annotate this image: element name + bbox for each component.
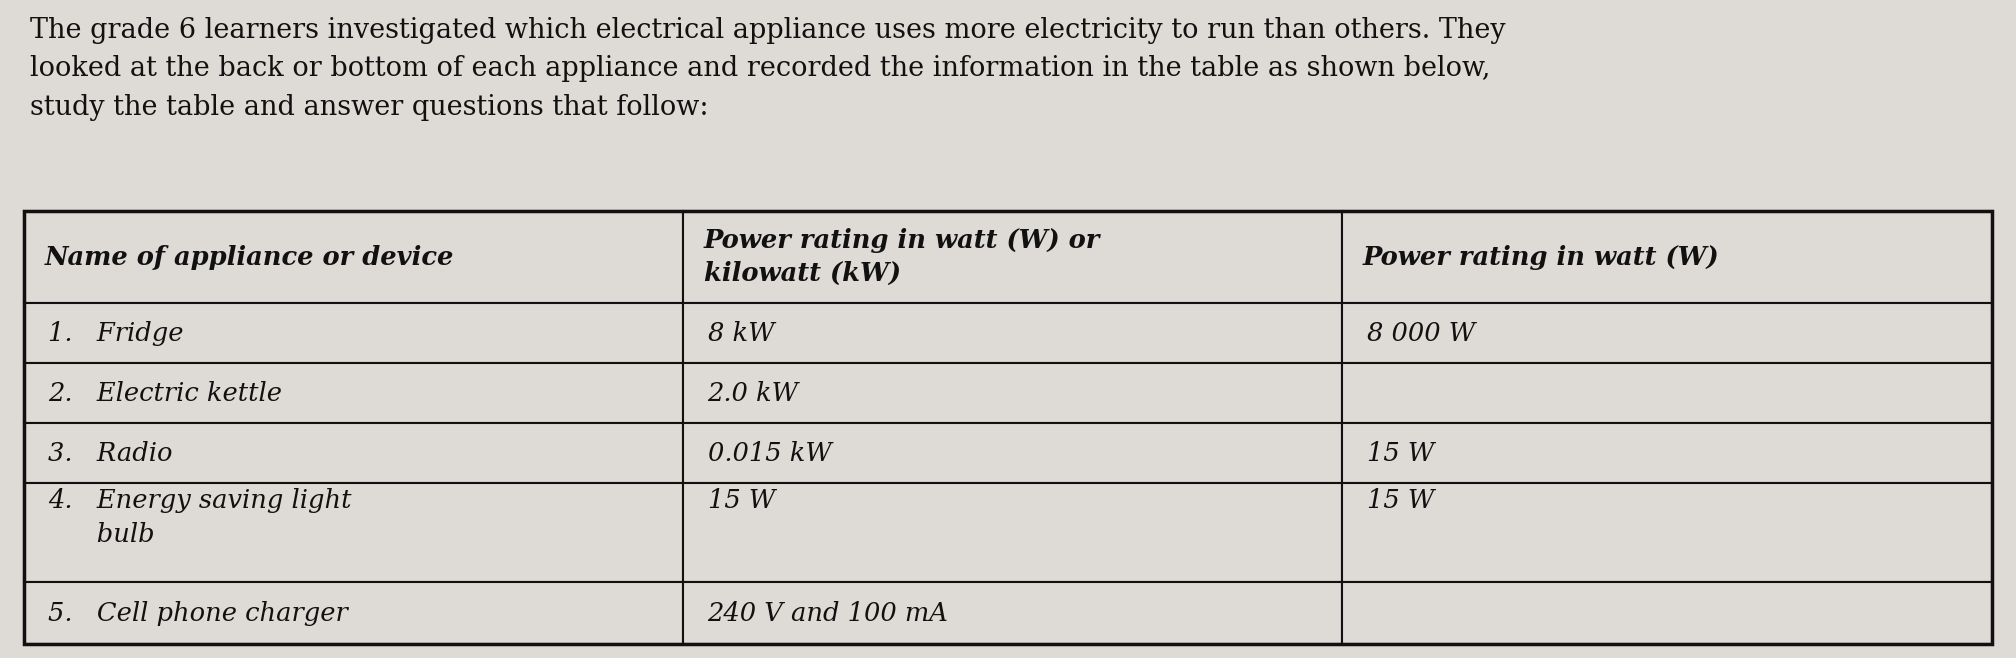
Bar <box>683 363 1343 423</box>
Text: 2.   Electric kettle: 2. Electric kettle <box>48 381 282 405</box>
Bar <box>683 211 1343 303</box>
Bar <box>1343 303 1992 363</box>
Bar <box>24 582 683 644</box>
Text: 4.   Energy saving light
      bulb: 4. Energy saving light bulb <box>48 488 353 547</box>
Text: The grade 6 learners investigated which electrical appliance uses more electrici: The grade 6 learners investigated which … <box>30 17 1506 121</box>
Text: Name of appliance or device: Name of appliance or device <box>44 245 454 270</box>
Text: 8 000 W: 8 000 W <box>1367 321 1476 345</box>
Text: 3.   Radio: 3. Radio <box>48 441 173 465</box>
Text: Power rating in watt (W): Power rating in watt (W) <box>1363 245 1720 270</box>
Text: 5.   Cell phone charger: 5. Cell phone charger <box>48 601 349 626</box>
Text: 1.   Fridge: 1. Fridge <box>48 321 183 345</box>
Text: 0.015 kW: 0.015 kW <box>708 441 831 465</box>
Bar <box>1343 483 1992 582</box>
Bar <box>683 483 1343 582</box>
Bar <box>24 363 683 423</box>
Bar <box>24 211 683 303</box>
Text: 8 kW: 8 kW <box>708 321 774 345</box>
Bar <box>683 423 1343 483</box>
Bar <box>683 582 1343 644</box>
Text: Power rating in watt (W) or
kilowatt (kW): Power rating in watt (W) or kilowatt (kW… <box>704 228 1101 286</box>
Text: 240 V and 100 mA: 240 V and 100 mA <box>708 601 948 626</box>
Bar <box>24 303 683 363</box>
Text: 15 W: 15 W <box>708 488 774 513</box>
Bar <box>1343 363 1992 423</box>
Bar <box>24 483 683 582</box>
Bar <box>683 303 1343 363</box>
Text: 15 W: 15 W <box>1367 488 1433 513</box>
Text: 15 W: 15 W <box>1367 441 1433 465</box>
Bar <box>1343 423 1992 483</box>
Bar <box>24 423 683 483</box>
Bar <box>1343 582 1992 644</box>
Bar <box>1343 211 1992 303</box>
Text: 2.0 kW: 2.0 kW <box>708 381 798 405</box>
